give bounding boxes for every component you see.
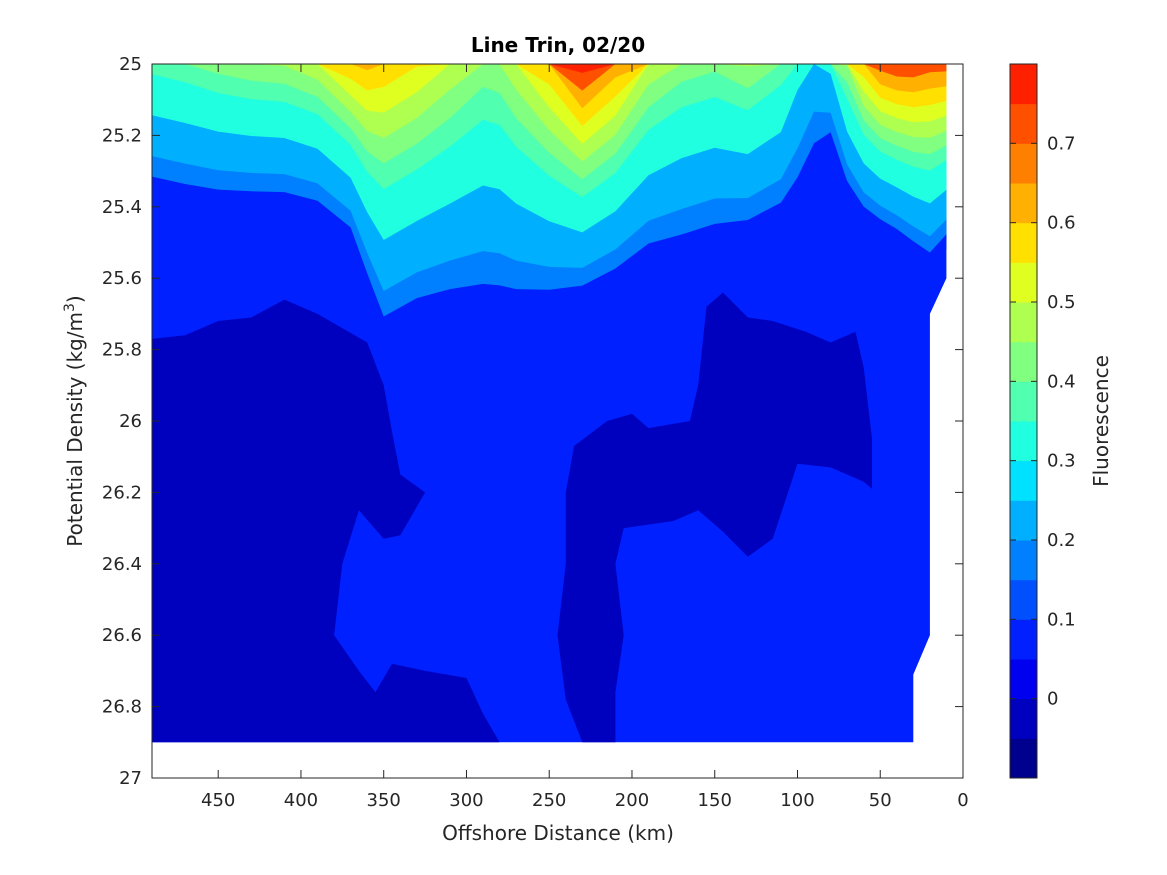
x-tick-label: 350: [367, 790, 401, 811]
colorbar-segment: [1010, 222, 1037, 263]
y-tick-label: 25.2: [102, 125, 142, 146]
y-axis-label-superscript: 3: [62, 303, 78, 312]
colorbar-segment: [1010, 659, 1037, 700]
y-axis-label-main: Potential Density (kg/m: [63, 312, 87, 547]
y-tick-label: 25.8: [102, 340, 142, 361]
colorbar-segment: [1010, 500, 1037, 541]
colorbar-tick-label: 0.7: [1047, 133, 1076, 154]
x-tick-label: 200: [615, 790, 649, 811]
y-tick-label: 25: [119, 54, 142, 75]
colorbar-label: Fluorescence: [1089, 355, 1113, 487]
x-tick-label: 0: [957, 790, 968, 811]
contour-band: [152, 64, 947, 126]
y-tick-label: 25.6: [102, 268, 142, 289]
colorbar-tick-label: 0: [1047, 689, 1058, 710]
colorbar-segment: [1010, 183, 1037, 224]
y-tick-label: 26: [119, 411, 142, 432]
colorbar-segment: [1010, 698, 1037, 739]
y-tick-label: 26.8: [102, 697, 142, 718]
y-tick-label: 26.2: [102, 482, 142, 503]
colorbar-tick-label: 0.5: [1047, 292, 1076, 313]
colorbar-segment: [1010, 540, 1037, 581]
x-tick-label: 50: [869, 790, 892, 811]
contour-region: [152, 299, 500, 743]
colorbar-segment: [1010, 619, 1037, 660]
y-tick-label: 26.4: [102, 554, 142, 575]
colorbar-segment: [1010, 738, 1037, 779]
colorbar-segment: [1010, 103, 1037, 144]
colorbar-segment: [1010, 421, 1037, 462]
colorbar-tick-label: 0.1: [1047, 609, 1076, 630]
colorbar-segment: [1010, 64, 1037, 105]
y-tick-label: 25.4: [102, 197, 142, 218]
colorbar-box: [1009, 63, 1038, 779]
colorbar-tick-label: 0.6: [1047, 213, 1076, 234]
colorbar-segment: [1010, 381, 1037, 422]
x-tick-label: 250: [532, 790, 566, 811]
x-tick-label: 100: [780, 790, 814, 811]
colorbar-tick-label: 0.3: [1047, 451, 1076, 472]
plot-axes: 450 400 350 300 250 200 150 100 50 0 25 25.2 25.4 25.…: [102, 54, 969, 811]
colorbar-segment: [1010, 460, 1037, 501]
colorbar-segment: [1010, 262, 1037, 303]
x-tick-label: 300: [449, 790, 483, 811]
y-axis-label: Potential Density (kg/m3): [62, 295, 87, 546]
y-tick-label: 27: [119, 768, 142, 789]
contour-band: [152, 64, 947, 144]
colorbar: 0 0.1 0.2 0.3 0.4 0.5 0.6 0.7: [1009, 63, 1076, 779]
x-tick-label: 400: [284, 790, 318, 811]
colorbar-segment: [1010, 302, 1037, 343]
y-axis-label-close: ): [63, 295, 87, 303]
contour-plot-area: [152, 64, 947, 743]
y-tick-label: 26.6: [102, 625, 142, 646]
colorbar-segment: [1010, 579, 1037, 620]
x-tick-label: 450: [201, 790, 235, 811]
x-axis-label: Offshore Distance (km): [442, 821, 674, 845]
colorbar-segment: [1010, 341, 1037, 382]
colorbar-tick-label: 0.4: [1047, 371, 1076, 392]
x-tick-label: 150: [698, 790, 732, 811]
colorbar-tick-label: 0.2: [1047, 530, 1076, 551]
colorbar-segment: [1010, 143, 1037, 184]
contour-region: [557, 292, 872, 743]
chart-title: Line Trin, 02/20: [471, 33, 645, 57]
